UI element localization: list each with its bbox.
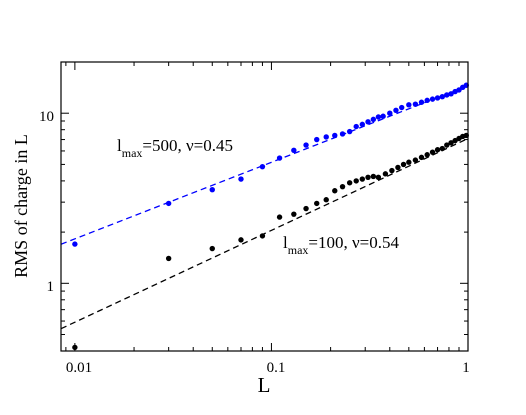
data-point-series-0 bbox=[323, 134, 329, 140]
data-point-series-0 bbox=[375, 114, 382, 120]
plot-layer bbox=[60, 82, 469, 351]
annotation-rest: =100, ν=0.54 bbox=[308, 233, 399, 252]
data-point-series-1 bbox=[259, 233, 266, 239]
data-point-series-1 bbox=[291, 211, 297, 217]
data-point-series-1 bbox=[412, 157, 419, 163]
data-point-series-1 bbox=[424, 152, 430, 158]
data-point-series-0 bbox=[365, 119, 371, 125]
data-point-series-0 bbox=[165, 200, 172, 207]
y-tick-label: 1 bbox=[47, 279, 55, 295]
annotation-l: l bbox=[117, 136, 122, 155]
data-point-series-1 bbox=[339, 183, 346, 190]
data-point-series-0 bbox=[434, 95, 441, 101]
data-point-series-1 bbox=[400, 161, 407, 168]
data-point-series-0 bbox=[346, 128, 353, 135]
data-point-series-1 bbox=[303, 205, 309, 212]
plot-frame bbox=[60, 61, 469, 352]
ticks-layer bbox=[61, 61, 469, 352]
annotation-subscript: max bbox=[122, 146, 143, 160]
fit-line-0 bbox=[60, 85, 469, 245]
data-point-series-1 bbox=[389, 167, 395, 174]
data-point-series-0 bbox=[370, 116, 377, 123]
data-point-series-1 bbox=[238, 237, 244, 243]
data-point-series-0 bbox=[418, 99, 425, 105]
data-point-series-0 bbox=[424, 97, 430, 104]
x-tick-label: 0.01 bbox=[66, 360, 92, 376]
fit-line-1 bbox=[60, 137, 469, 330]
y-tick-label: 10 bbox=[39, 109, 54, 125]
data-point-series-0 bbox=[359, 121, 366, 128]
data-point-series-1 bbox=[314, 200, 320, 207]
data-point-series-0 bbox=[291, 147, 297, 154]
black-series-annotation: lmax=100, ν=0.54 bbox=[283, 233, 400, 257]
data-point-series-0 bbox=[353, 123, 359, 130]
data-point-series-1 bbox=[332, 188, 338, 194]
data-point-series-0 bbox=[72, 241, 78, 247]
annotation-subscript: max bbox=[288, 243, 309, 257]
data-point-series-0 bbox=[259, 163, 266, 170]
data-point-series-1 bbox=[406, 159, 412, 165]
data-point-series-0 bbox=[399, 104, 405, 111]
annotation-l: l bbox=[283, 233, 288, 252]
data-point-series-0 bbox=[412, 101, 419, 107]
data-point-series-1 bbox=[418, 154, 425, 161]
data-point-series-0 bbox=[314, 136, 320, 143]
data-point-series-1 bbox=[276, 214, 283, 220]
data-point-series-0 bbox=[444, 92, 450, 98]
data-point-series-0 bbox=[339, 131, 346, 137]
data-point-series-0 bbox=[393, 107, 399, 114]
data-point-series-0 bbox=[429, 96, 436, 102]
x-axis-title: L bbox=[258, 373, 271, 397]
data-point-series-1 bbox=[448, 140, 454, 146]
data-point-series-0 bbox=[439, 94, 445, 100]
data-point-series-0 bbox=[406, 102, 412, 108]
data-point-series-1 bbox=[323, 197, 329, 203]
data-point-series-1 bbox=[346, 180, 353, 186]
x-tick-label: 0.1 bbox=[267, 360, 286, 376]
data-point-series-0 bbox=[303, 142, 309, 148]
data-point-series-1 bbox=[395, 164, 401, 171]
blue-series-annotation: lmax=500, ν=0.45 bbox=[117, 136, 233, 160]
data-point-series-1 bbox=[429, 149, 436, 155]
data-point-series-1 bbox=[439, 145, 445, 152]
data-point-series-0 bbox=[209, 187, 215, 193]
y-axis-title: RMS of charge in L bbox=[11, 134, 31, 278]
data-point-series-1 bbox=[365, 174, 371, 180]
annotation-rest: =500, ν=0.45 bbox=[142, 136, 233, 155]
data-point-series-0 bbox=[387, 110, 393, 116]
data-point-series-0 bbox=[380, 113, 386, 119]
data-point-series-1 bbox=[359, 176, 366, 182]
data-point-series-0 bbox=[238, 176, 244, 182]
data-point-series-1 bbox=[353, 178, 359, 184]
data-point-series-1 bbox=[434, 147, 441, 153]
data-point-series-1 bbox=[370, 173, 377, 180]
data-point-series-1 bbox=[375, 174, 382, 180]
data-point-series-1 bbox=[444, 142, 450, 148]
data-point-series-1 bbox=[165, 255, 172, 262]
data-point-series-1 bbox=[209, 245, 215, 252]
data-point-series-0 bbox=[448, 91, 454, 97]
data-point-series-1 bbox=[382, 171, 389, 177]
data-point-series-0 bbox=[276, 155, 283, 161]
x-tick-label: 1 bbox=[462, 360, 470, 376]
data-point-series-0 bbox=[332, 132, 338, 139]
